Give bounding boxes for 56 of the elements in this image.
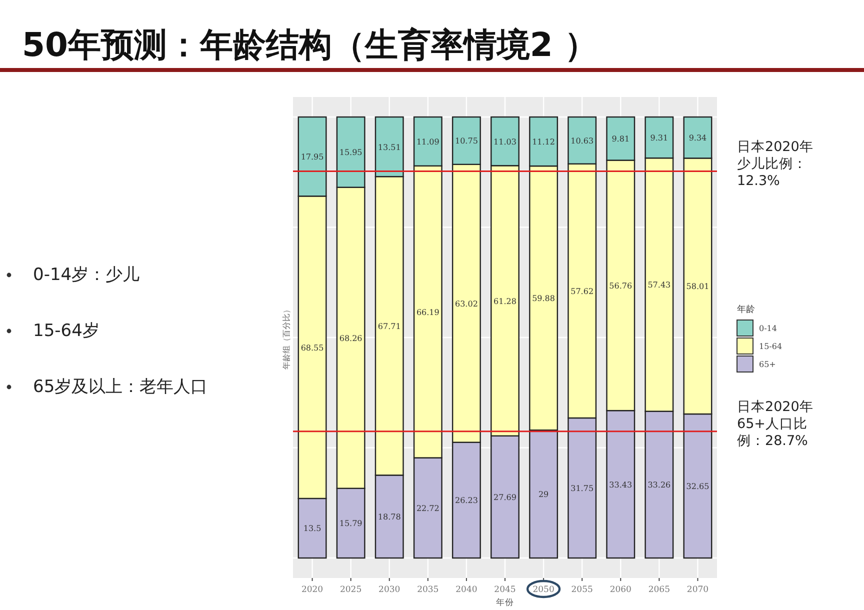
y-axis-title: 年龄组（百分比） xyxy=(282,306,291,370)
x-axis-title: 年份 xyxy=(496,597,514,608)
x-tick-label: 2030 xyxy=(378,585,400,595)
data-label: 10.63 xyxy=(570,136,594,146)
data-label: 67.71 xyxy=(378,322,401,331)
x-tick-label: 2065 xyxy=(648,585,670,595)
data-label: 17.95 xyxy=(300,152,324,162)
data-label: 68.55 xyxy=(300,343,324,352)
x-tick-label: 2055 xyxy=(571,585,593,595)
data-label: 33.26 xyxy=(648,480,671,490)
data-label: 32.65 xyxy=(686,482,710,492)
data-label: 9.31 xyxy=(650,134,668,143)
data-label: 29 xyxy=(538,490,549,500)
legend-label: 0-14 xyxy=(759,324,777,333)
x-tick-label: 2050 xyxy=(532,585,554,595)
x-tick-label: 2060 xyxy=(610,585,632,595)
text: 15-64岁 xyxy=(33,321,100,341)
legend-title: 年龄 xyxy=(737,304,755,315)
data-label: 33.43 xyxy=(609,480,632,490)
data-label: 63.02 xyxy=(455,299,478,308)
data-label: 10.75 xyxy=(455,136,478,146)
data-label: 31.75 xyxy=(570,484,594,493)
text: 15-64 xyxy=(759,342,782,351)
data-label: 59.88 xyxy=(532,294,555,304)
data-label: 66.19 xyxy=(416,308,440,317)
chart-title: 50年预测：年龄结构（生育率情境2 ） xyxy=(22,25,598,64)
text: 0-14岁：少儿 xyxy=(33,265,140,285)
x-tick-label: 2045 xyxy=(494,585,516,595)
data-label: 58.01 xyxy=(686,282,710,292)
x-tick-label: 2070 xyxy=(686,585,709,595)
ref-line-label: 日本2020年少儿比例：12.3% xyxy=(737,139,814,190)
data-label: 9.81 xyxy=(612,134,630,144)
data-label: 15.79 xyxy=(339,519,362,528)
data-label: 57.62 xyxy=(570,286,594,296)
data-label: 11.09 xyxy=(416,137,440,146)
text: 65岁及以上：老年人口 xyxy=(33,377,208,397)
data-label: 22.72 xyxy=(416,504,440,513)
data-label: 57.43 xyxy=(648,280,671,290)
data-label: 11.12 xyxy=(532,138,555,147)
x-tick-label: 2020 xyxy=(301,585,324,595)
data-label: 13.5 xyxy=(303,524,322,534)
x-tick-label: 2040 xyxy=(456,585,478,595)
data-label: 68.26 xyxy=(339,334,362,343)
ref-line-label: 日本2020年65+人口比例：28.7% xyxy=(737,399,814,450)
data-label: 56.76 xyxy=(609,281,632,290)
data-label: 9.34 xyxy=(688,134,707,143)
x-tick-label: 2035 xyxy=(417,585,439,595)
data-label: 61.28 xyxy=(494,296,516,306)
data-label: 15.95 xyxy=(339,148,362,158)
data-label: 26.23 xyxy=(455,496,478,506)
data-label: 13.51 xyxy=(378,142,401,152)
data-label: 27.69 xyxy=(494,492,516,502)
legend-label: 65+ xyxy=(759,360,776,369)
data-label: 18.78 xyxy=(378,512,401,522)
x-tick-label: 2025 xyxy=(340,585,362,595)
data-label: 11.03 xyxy=(494,137,516,146)
